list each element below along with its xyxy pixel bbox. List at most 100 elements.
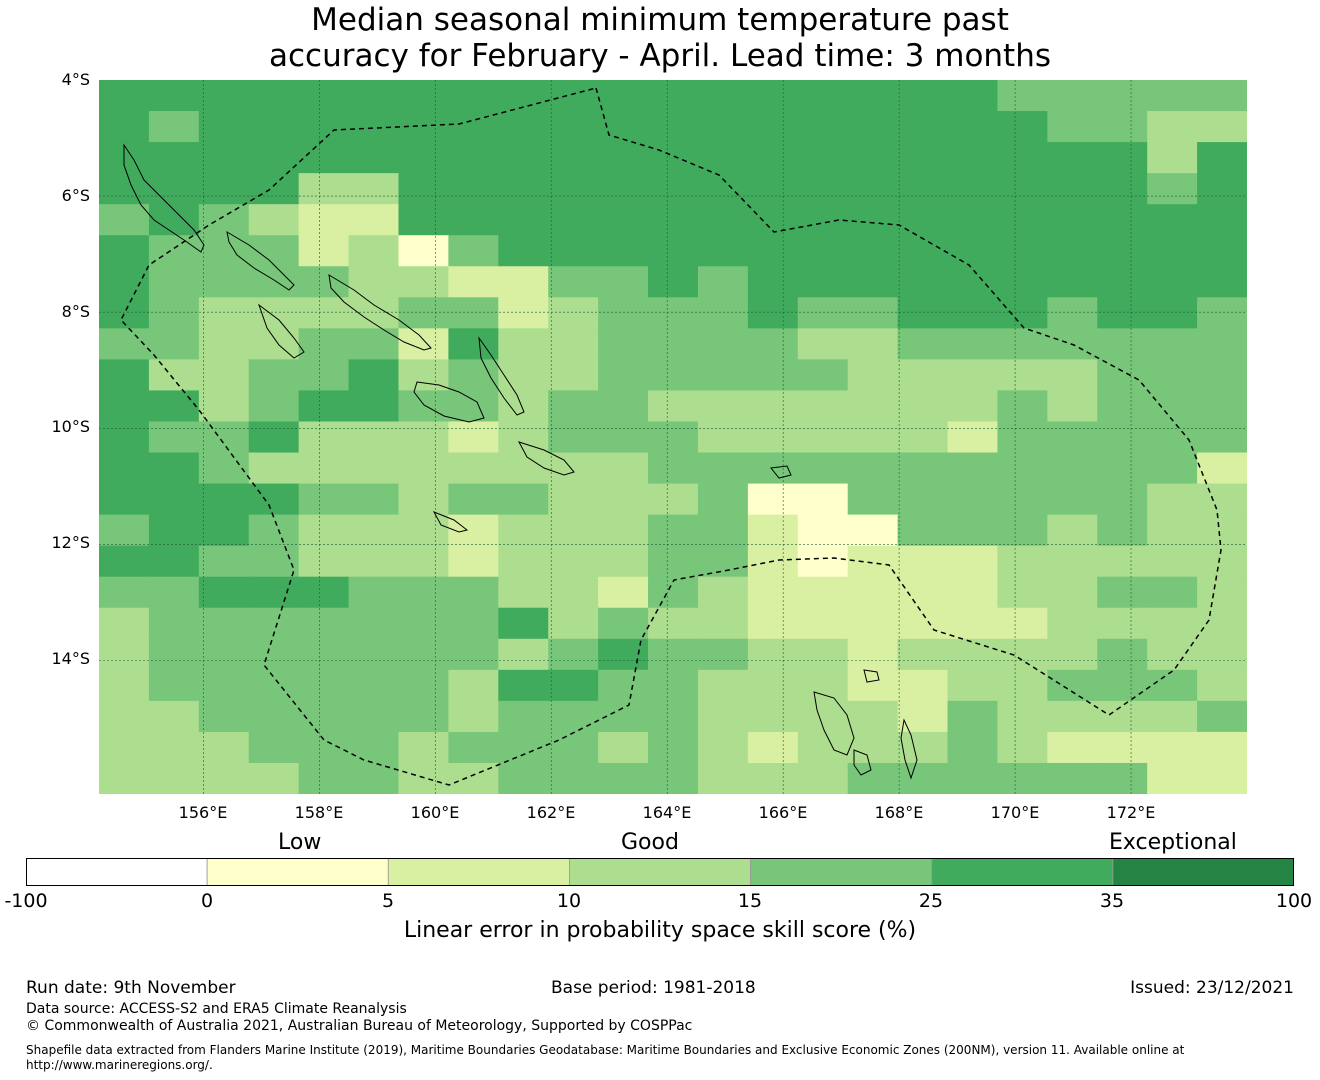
island-new-georgia [257, 303, 305, 359]
island-makira [517, 441, 575, 476]
grid-cell [99, 607, 150, 640]
grid-cell [548, 390, 599, 423]
lon-label-160e: 160°E [410, 803, 460, 822]
grid-cell [648, 452, 699, 485]
grid-cell [747, 762, 799, 794]
grid-cell [997, 390, 1048, 423]
grid-cell [747, 142, 799, 174]
grid-cell [697, 421, 749, 454]
grid-cell [298, 731, 350, 764]
grid-cell [947, 576, 999, 609]
grid-cell [1047, 359, 1098, 392]
lon-label-158e: 158°E [294, 803, 344, 822]
colorbar-segment [750, 858, 933, 886]
grid-cell [548, 421, 599, 454]
grid-cell [1147, 700, 1198, 733]
grid-cell [797, 483, 849, 516]
grid-cell [598, 266, 649, 298]
grid-cell [648, 328, 699, 360]
grid-cell [198, 669, 250, 702]
grid-cell [847, 142, 899, 174]
grid-cell [697, 142, 749, 174]
grid-cell [1097, 328, 1148, 360]
grid-cell [448, 390, 499, 423]
grid-cell [697, 545, 749, 578]
lon-label-170e: 170°E [990, 803, 1040, 822]
grid-cell [348, 359, 400, 392]
grid-cell [648, 669, 699, 702]
grid-cell [99, 111, 150, 143]
grid-cell [1197, 204, 1247, 236]
grid-cell [248, 545, 300, 578]
grid-cell [697, 266, 749, 298]
grid-cell [99, 731, 150, 764]
grid-cell [947, 483, 999, 516]
grid-cell [398, 328, 449, 360]
grid-cell [1047, 452, 1098, 485]
grid-cell [298, 576, 350, 609]
grid-cell [448, 452, 499, 485]
grid-cell [1147, 576, 1198, 609]
grid-cell [198, 483, 250, 516]
run-date: Run date: 9th November [26, 978, 236, 998]
grid-cell [498, 607, 549, 640]
grid-cell [797, 328, 849, 360]
grid-cell [1097, 421, 1148, 454]
grid-cell [797, 173, 849, 205]
island-espiritu-santo [813, 691, 855, 756]
grid-cell [897, 452, 949, 485]
grid-cell [947, 514, 999, 547]
grid-cell [99, 235, 150, 267]
grid-cell [498, 421, 549, 454]
grid-cell [348, 328, 400, 360]
grid-cell [1097, 545, 1148, 578]
grid-cell [797, 545, 849, 578]
grid-cell [747, 669, 799, 702]
grid-cell [947, 390, 999, 423]
grid-cell [248, 142, 300, 174]
grid-cell [947, 235, 999, 267]
grid-cell [298, 173, 350, 205]
grid-cell [598, 731, 649, 764]
copyright: © Commonwealth of Australia 2021, Austra… [26, 1018, 693, 1034]
grid-cell [99, 204, 150, 236]
island-choiseul [226, 230, 295, 291]
grid-cell [198, 514, 250, 547]
grid-cell [1197, 607, 1247, 640]
lon-label-172e: 172°E [1106, 803, 1156, 822]
grid-cell [997, 359, 1048, 392]
grid-cell [847, 390, 899, 423]
grid-cell [598, 111, 649, 143]
grid-cell [348, 266, 400, 298]
grid-cell [398, 80, 449, 112]
grid-cell [648, 762, 699, 794]
grid-cell [598, 421, 649, 454]
grid-cell [298, 545, 350, 578]
grid-cell [997, 235, 1048, 267]
grid-cell [148, 452, 200, 485]
grid-cell [1147, 638, 1198, 671]
grid-cell [448, 669, 499, 702]
grid-cell [997, 266, 1048, 298]
grid-cell [648, 700, 699, 733]
shapefile-credit: Shapefile data extracted from Flanders M… [26, 1043, 1185, 1057]
grid-cell [198, 328, 250, 360]
grid-cell [398, 762, 449, 794]
legend-category-low: Low [278, 830, 322, 855]
grid-cell [997, 576, 1048, 609]
grid-cell [198, 390, 250, 423]
grid-cell [847, 328, 899, 360]
grid-cell [847, 111, 899, 143]
grid-cell [298, 359, 350, 392]
grid-cell [847, 483, 899, 516]
grid-cell [847, 235, 899, 267]
grid-cell [897, 545, 949, 578]
grid-cell [1197, 483, 1247, 516]
grid-cell [548, 545, 599, 578]
coastlines [123, 143, 918, 780]
grid-cell [997, 483, 1048, 516]
grid-cell [1047, 638, 1098, 671]
grid-cell [697, 669, 749, 702]
chart-title: Median seasonal minimum temperature past… [0, 2, 1320, 74]
grid-cell [697, 514, 749, 547]
